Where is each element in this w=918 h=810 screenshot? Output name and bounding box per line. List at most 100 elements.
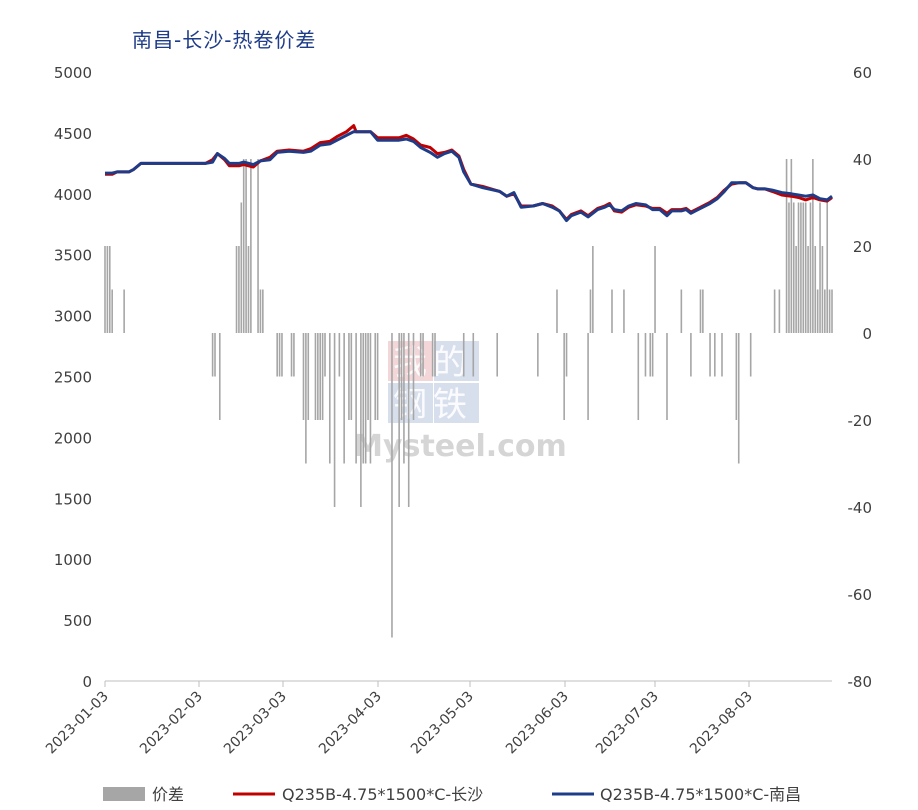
spread-bar (106, 246, 109, 333)
spread-bars (104, 159, 833, 638)
y-right-tick-label: 60 (853, 64, 872, 82)
watermark-text-2: 钢铁 (393, 385, 473, 425)
chart-title: 南昌-长沙-热卷价差 (132, 28, 317, 52)
spread-bar (338, 333, 341, 377)
spread-bar (245, 159, 247, 333)
spread-bar (690, 333, 692, 377)
spread-bar (108, 246, 111, 333)
spread-bar (281, 333, 283, 377)
y-right-tick-label: 20 (853, 238, 872, 256)
x-tick-label: 2023-07-03 (593, 689, 662, 758)
legend-label-changsha: Q235B-4.75*1500*C-长沙 (282, 785, 483, 804)
spread-bar (111, 289, 113, 333)
spread-bar (343, 333, 345, 464)
spread-bar (537, 333, 539, 377)
spread-bar (702, 289, 704, 333)
spread-bar (262, 289, 264, 333)
x-tick-label: 2023-06-03 (503, 689, 572, 758)
line-changsha (105, 124, 833, 221)
spread-bar (317, 333, 319, 420)
spread-bar (276, 333, 278, 377)
spread-bar (211, 333, 214, 377)
spread-bar (462, 333, 465, 377)
spread-bar (699, 289, 702, 333)
y-left-tick-label: 2000 (54, 429, 92, 447)
spread-bar (637, 333, 640, 420)
spread-bar (333, 333, 336, 507)
spread-bar (589, 289, 592, 333)
watermark: 我的钢铁 Mysteel.com (353, 341, 567, 464)
spread-bar (654, 246, 656, 333)
spread-bar (472, 333, 475, 377)
spread-bar (218, 333, 221, 420)
spread-bar (790, 159, 793, 333)
spread-bar (797, 202, 800, 333)
spread-bar (259, 289, 262, 333)
spread-bar (400, 333, 403, 420)
y-right-tick-label: -60 (848, 586, 873, 604)
spread-bar (819, 202, 821, 333)
spread-bar (623, 289, 625, 333)
y-left-tick-label: 4000 (54, 186, 92, 204)
watermark-block-blue-3 (434, 383, 479, 423)
spread-bar (587, 333, 589, 420)
spread-bar (376, 333, 379, 420)
spread-bar (362, 333, 365, 464)
spread-bar (680, 289, 683, 333)
x-tick-label: 2023-04-03 (316, 689, 385, 758)
x-tick-label: 2023-01-03 (43, 689, 112, 758)
spread-bar (788, 202, 790, 333)
spread-bar (496, 333, 498, 377)
spread-bar (305, 333, 307, 464)
watermark-block-red (388, 341, 433, 381)
spread-bar (369, 333, 372, 464)
spread-bar (804, 202, 807, 333)
spread-bar (592, 246, 594, 333)
spread-bar (651, 333, 654, 377)
legend-label-nanchang: Q235B-4.75*1500*C-南昌 (600, 785, 801, 804)
spread-bar (278, 333, 281, 377)
y-right-tick-label: -40 (848, 499, 873, 517)
spread-bar (666, 333, 668, 420)
spread-bar (749, 333, 752, 377)
x-tick-label: 2023-05-03 (408, 689, 477, 758)
spread-bar (737, 333, 740, 464)
y-left-tick-label: 500 (63, 612, 92, 630)
spread-bar (391, 333, 393, 638)
legend-label-spread: 价差 (152, 785, 184, 804)
spread-bar (328, 333, 331, 464)
watermark-brand: Mysteel.com (353, 429, 567, 464)
y-left-tick-label: 0 (82, 673, 92, 691)
spread-bar (321, 333, 324, 420)
spread-bar (802, 202, 805, 333)
spread-bar (735, 333, 738, 420)
line-nanchang (105, 130, 833, 223)
y-right-tick-label: -20 (848, 412, 873, 430)
spread-bar (721, 333, 723, 377)
spread-bar (104, 246, 106, 333)
spread-bar (809, 202, 812, 333)
spread-bar (565, 333, 568, 377)
x-tick-label: 2023-02-03 (137, 689, 206, 758)
y-left-tick-label: 5000 (54, 64, 92, 82)
spread-bar (235, 246, 238, 333)
y-left-tick-label: 3000 (54, 308, 92, 326)
spread-bar (238, 246, 240, 333)
spread-bar (611, 289, 613, 333)
y-left-tick-label: 1500 (54, 490, 92, 508)
y-right-tick-label: -80 (848, 673, 873, 691)
legend-swatch-spread (103, 787, 145, 801)
spread-bar (556, 289, 558, 333)
y-left-tick-label: 1000 (54, 551, 92, 569)
spread-bar (649, 333, 652, 377)
spread-bar (431, 333, 434, 377)
spread-bar (816, 289, 819, 333)
spread-bar (824, 289, 826, 333)
spread-bar (374, 333, 377, 420)
spread-bar (773, 289, 776, 333)
legend: 价差 Q235B-4.75*1500*C-长沙 Q235B-4.75*1500*C-… (103, 785, 801, 804)
spread-bar (800, 202, 802, 333)
price-lines (105, 124, 833, 223)
x-tick-label: 2023-08-03 (687, 689, 756, 758)
spread-bar (302, 333, 305, 420)
